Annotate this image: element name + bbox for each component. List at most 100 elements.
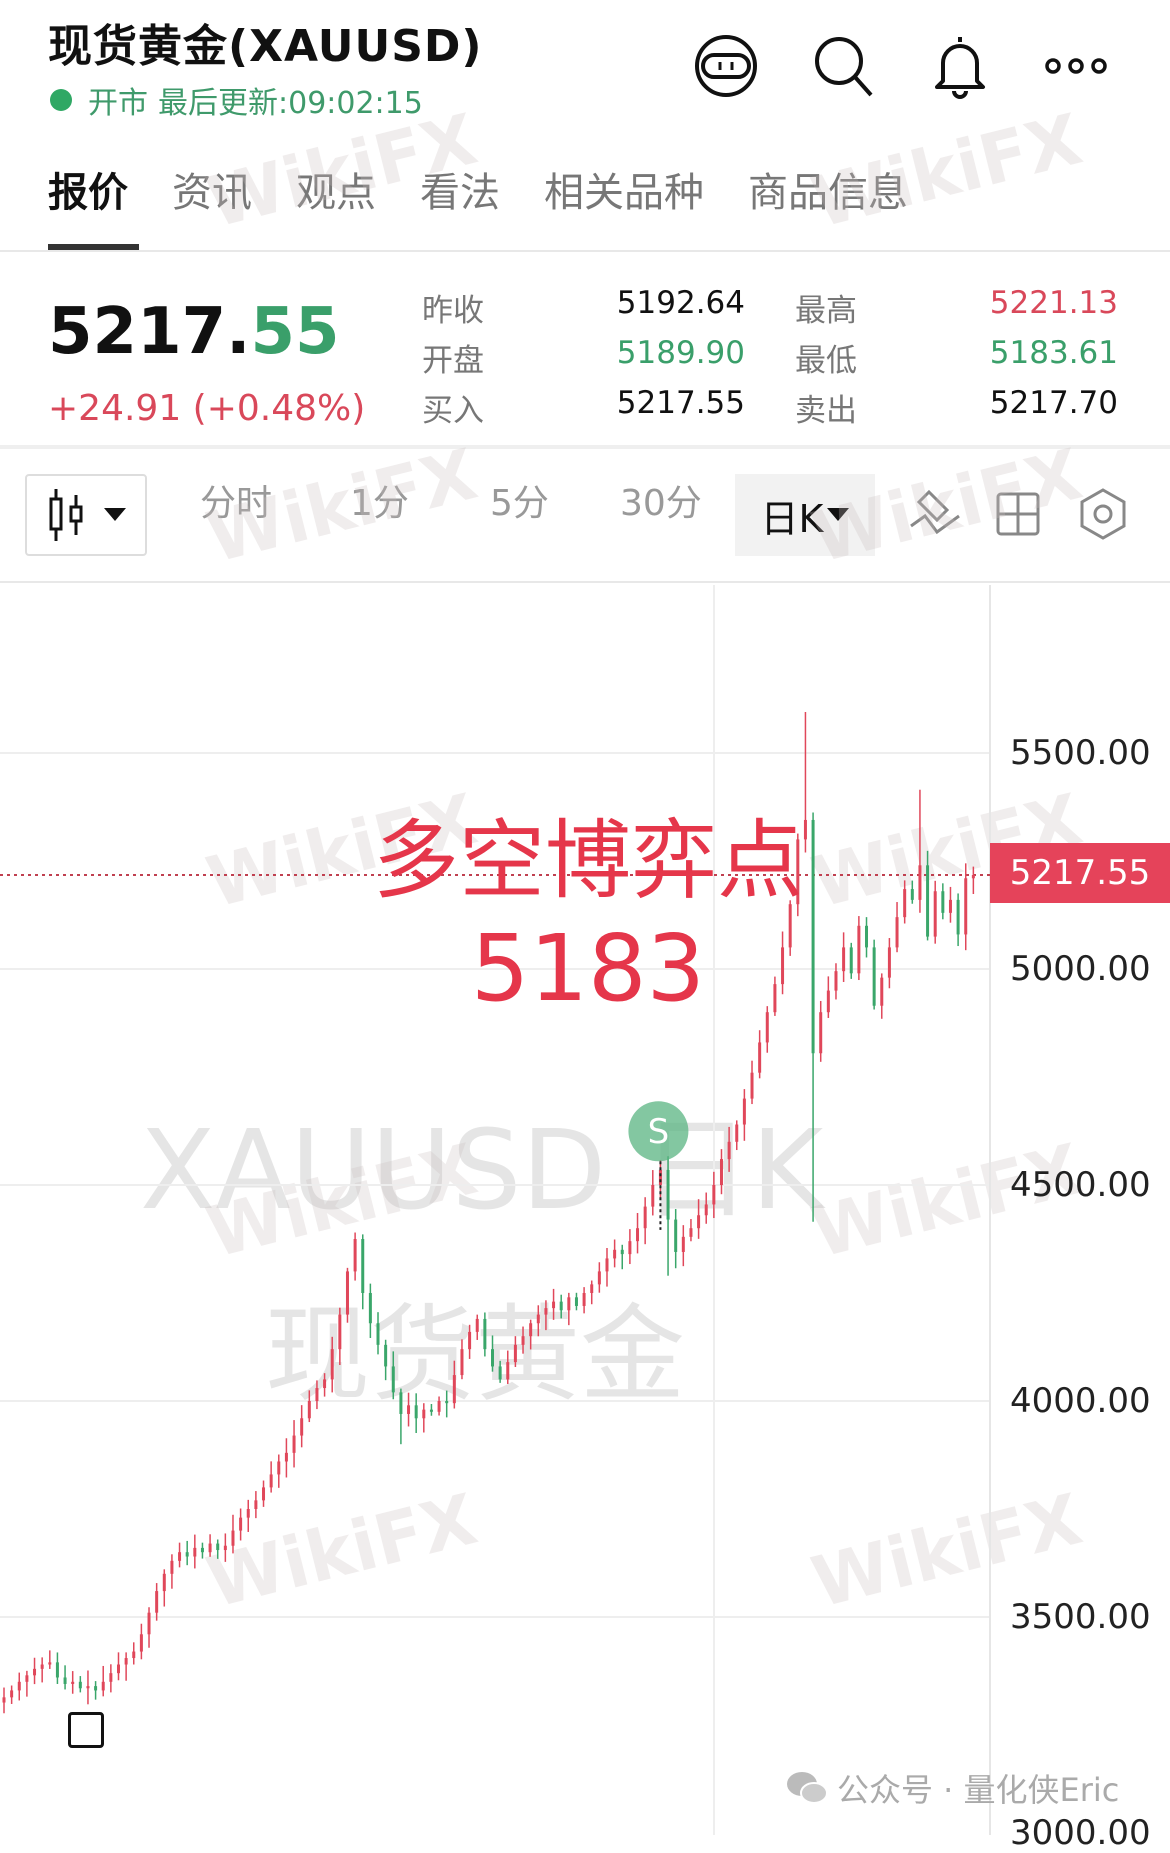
candle-body (468, 1331, 472, 1350)
candle-body (910, 889, 914, 900)
tab-bar: 报价 资讯 观点 看法 相关品种 商品信息 (48, 160, 952, 218)
candle-body (132, 1651, 136, 1659)
quote-label: 卖出 (795, 393, 857, 429)
candle-body (491, 1349, 494, 1367)
candle-body (376, 1323, 380, 1345)
candle-body (185, 1552, 189, 1557)
candle-body (17, 1681, 21, 1691)
wikifx-watermark: WikiFX (199, 433, 485, 579)
candle-body (689, 1228, 693, 1237)
chart-watermark-symbol: XAUUSD 日K (140, 1106, 824, 1234)
candle-body (155, 1591, 159, 1613)
y-tick-label: 5500.00 (1010, 733, 1151, 773)
period-1min[interactable]: 1分 (350, 483, 409, 524)
current-price: 5217.55 (48, 295, 340, 369)
search-icon[interactable] (808, 30, 880, 102)
candle-body (323, 1379, 327, 1389)
candle-body (437, 1401, 441, 1412)
candle-body (872, 947, 876, 1006)
instrument-title: 现货黄金(XAUUSD) (48, 21, 483, 72)
candle-body (330, 1349, 334, 1380)
tab-quote[interactable]: 报价 (48, 170, 128, 216)
candle-body (2, 1697, 6, 1703)
candle-body (193, 1547, 197, 1557)
y-tick-label: 4000.00 (1010, 1381, 1151, 1421)
candle-body (475, 1318, 479, 1332)
more-icon[interactable] (1040, 30, 1112, 102)
candle-body (33, 1668, 37, 1676)
period-intraday[interactable]: 分时 (200, 483, 273, 524)
quote-value: 5183.61 (989, 335, 1118, 371)
tab-related[interactable]: 相关品种 (544, 170, 704, 216)
wikifx-watermark: WikiFX (804, 98, 1090, 244)
candle-body (407, 1405, 411, 1414)
candle-body (391, 1366, 395, 1393)
candle-body (345, 1271, 349, 1315)
candle-body (460, 1349, 464, 1376)
candle-body (162, 1573, 166, 1592)
fullscreen-toggle-icon[interactable] (68, 1712, 104, 1748)
tab-product-info[interactable]: 商品信息 (748, 170, 908, 216)
candle-body (628, 1241, 632, 1255)
candle-body (239, 1517, 243, 1531)
candle-body (796, 839, 800, 905)
price-change: +24.91 (+0.48%) (48, 388, 366, 429)
candle-body (254, 1500, 258, 1509)
candle-body (429, 1409, 433, 1412)
signal-marker-label: S (648, 1112, 670, 1152)
candle-body (315, 1388, 319, 1401)
candle-body (216, 1543, 220, 1551)
selected-period: 日K (760, 496, 824, 541)
candlestick-chart[interactable]: S (0, 585, 1170, 1835)
candle-body (788, 904, 792, 948)
price-integer: 5217. (48, 295, 251, 369)
candle-body (63, 1677, 67, 1684)
tab-opinions[interactable]: 观点 (296, 170, 376, 216)
period-daily-selector[interactable]: 日K (735, 474, 875, 556)
candle-body (353, 1239, 357, 1272)
candle-body (521, 1336, 525, 1345)
candle-body (10, 1690, 14, 1698)
candle-body (101, 1681, 105, 1691)
y-tick-label: 4500.00 (1010, 1165, 1151, 1205)
tab-news[interactable]: 资讯 (172, 170, 252, 216)
candle-body (666, 1169, 670, 1220)
chart-type-selector[interactable] (25, 474, 147, 556)
candle-body (200, 1547, 204, 1553)
price-decimal: 55 (250, 295, 340, 369)
candle-body (422, 1409, 426, 1419)
credit-watermark: 公众号 · 量化侠Eric (785, 1765, 1119, 1811)
layout-grid-icon[interactable] (988, 484, 1048, 544)
candle-body (880, 977, 884, 1006)
candle-body (269, 1474, 273, 1488)
active-tab-indicator (48, 244, 139, 250)
candle-body (529, 1323, 533, 1337)
period-30min[interactable]: 30分 (620, 483, 702, 524)
chevron-down-icon (104, 508, 126, 521)
candlestick-type-icon (49, 489, 83, 541)
candle-body (94, 1686, 98, 1691)
candle-body (613, 1249, 617, 1259)
bell-icon[interactable] (924, 30, 996, 102)
candle-body (170, 1560, 174, 1574)
robot-assistant-icon[interactable] (690, 30, 762, 102)
candle-body (277, 1461, 281, 1475)
candle-body (857, 925, 861, 974)
candle-body (223, 1545, 227, 1551)
candle-body (605, 1258, 609, 1272)
tab-views[interactable]: 看法 (420, 170, 500, 216)
candle-body (887, 947, 891, 978)
candle-body (48, 1662, 52, 1665)
draw-tool-icon[interactable] (905, 484, 965, 544)
quote-label: 最高 (795, 293, 857, 329)
quote-label: 最低 (795, 343, 857, 379)
signal-marker-circle (628, 1101, 689, 1162)
candle-body (681, 1236, 685, 1252)
candle-body (536, 1314, 540, 1324)
period-5min[interactable]: 5分 (490, 483, 549, 524)
candle-body (116, 1664, 120, 1674)
wikifx-watermark: WikiFX (804, 433, 1090, 579)
quote-value: 5192.64 (616, 285, 745, 321)
settings-icon[interactable] (1073, 484, 1133, 544)
candle-body (552, 1301, 556, 1309)
